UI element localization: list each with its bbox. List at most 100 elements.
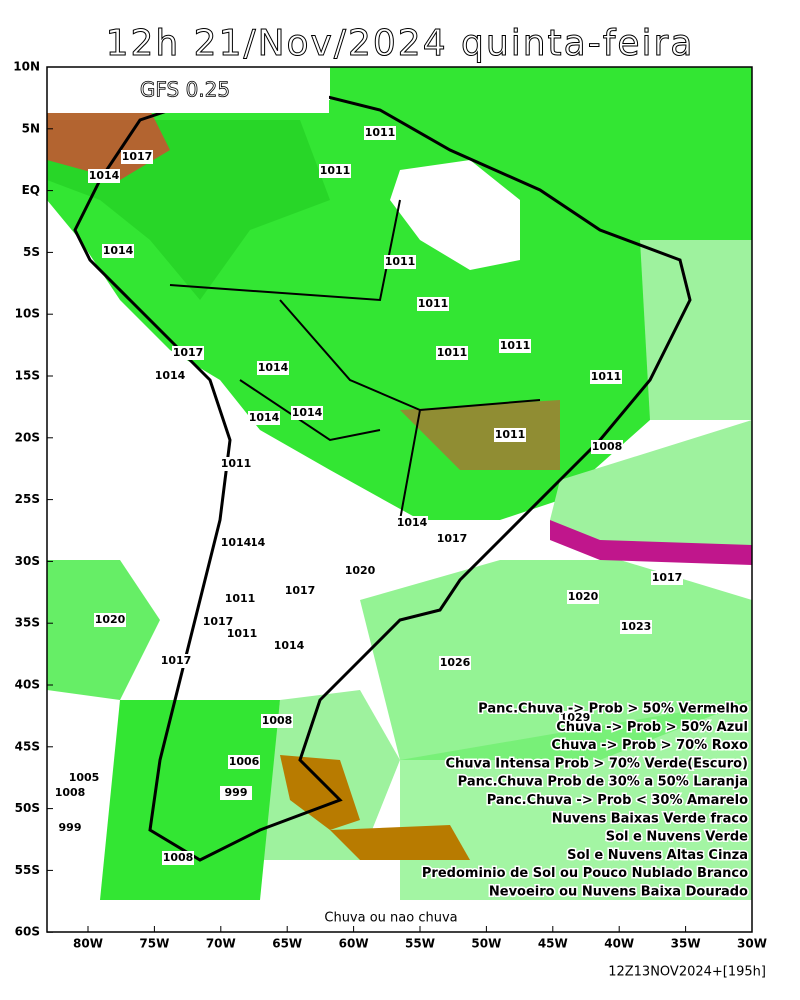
lat-tick-label: 55S: [15, 863, 40, 877]
isobar-label-bg: [494, 428, 526, 442]
isobar-label: 1020: [345, 564, 376, 577]
isobar-label-bg: [172, 346, 204, 360]
isobar-label-bg: [559, 711, 591, 725]
isobar-label-bg: [384, 255, 416, 269]
isobar-label: 1011: [385, 255, 416, 268]
isobar-label-bg: [651, 571, 683, 585]
isobar-label: 1006: [229, 755, 260, 768]
lat-tick-label: 50S: [15, 801, 40, 815]
lon-tick-label: 35W: [671, 937, 701, 951]
legend-entry: Sol e Nuvens Altas Cinza: [567, 848, 748, 863]
isobar-label-bg: [319, 164, 351, 178]
isobar-label-bg: [396, 516, 428, 530]
isobar-label: 999: [59, 821, 82, 834]
lat-tick-label: 5N: [22, 121, 40, 135]
lat-tick-label: EQ: [22, 183, 40, 197]
isobar-label: 1008: [592, 440, 623, 453]
isobar-label: 1017: [122, 150, 153, 163]
legend-entry: Panc.Chuva -> Prob > 50% Vermelho: [478, 702, 748, 717]
isobar-label-bg: [220, 457, 252, 471]
isobar-label: 1014: [397, 516, 428, 529]
lat-tick-label: 20S: [15, 430, 40, 444]
isobar-label-bg: [439, 656, 471, 670]
isobar-label-bg: [436, 532, 468, 546]
isobar-label: 1014: [155, 369, 186, 382]
borders: [169, 199, 541, 521]
isobar-label-bg: [220, 786, 252, 800]
isobar-label-bg: [417, 297, 449, 311]
isobar-label: 1011: [225, 592, 256, 605]
isobar-label-bg: [591, 440, 623, 454]
legend-entry: Sol e Nuvens Verde: [606, 830, 748, 845]
isobar-label: 1014: [249, 411, 280, 424]
lon-tick-label: 50W: [471, 937, 501, 951]
isobar-label: 1011: [418, 297, 449, 310]
isobar-label: 1026: [440, 656, 471, 669]
legend-entry: Panc.Chuva Prob de 30% a 50% Laranja: [458, 775, 748, 790]
caption: Chuva ou nao chuva: [324, 911, 457, 926]
isobar-label-bg: [436, 346, 468, 360]
isobar-label: 1011: [500, 339, 531, 352]
isobar-label-bg: [88, 169, 120, 183]
legend-entry: Nuvens Baixas Verde fraco: [552, 811, 748, 826]
lon-tick-label: 55W: [405, 937, 435, 951]
isobar-label: 1014: [258, 361, 289, 374]
isobar-label-bg: [228, 755, 260, 769]
isobar-label: 1011: [227, 627, 258, 640]
isobar-label: 1014: [103, 244, 134, 257]
isobar-label-bg: [154, 369, 186, 383]
legend-entry: Chuva -> Prob > 50% Azul: [556, 720, 748, 735]
isobar-label: 1017: [437, 532, 468, 545]
legend-entry: Chuva -> Prob > 70% Roxo: [551, 738, 748, 753]
isobar-label-bg: [94, 613, 126, 627]
isobar-label: 1020: [95, 613, 126, 626]
lat-tick-label: 45S: [15, 739, 40, 753]
lon-tick-label: 80W: [73, 937, 103, 951]
lon-tick-label: 60W: [339, 937, 369, 951]
isobar-label: 1011: [365, 126, 396, 139]
lon-tick-label: 30W: [737, 937, 767, 951]
isobar-label: 1014: [89, 169, 120, 182]
isobar-label: 1014: [221, 536, 252, 549]
lon-tick-label: 45W: [538, 937, 568, 951]
lon-tick-label: 70W: [206, 937, 236, 951]
legend-entry: Chuva Intensa Prob > 70% Verde(Escuro): [445, 756, 748, 771]
isobar-label-bg: [121, 150, 153, 164]
isobar-label: 1011: [437, 346, 468, 359]
isobar-label-bg: [102, 244, 134, 258]
isobar-label-bg: [248, 411, 280, 425]
isobar-label-bg: [162, 851, 194, 865]
isobar-label: 1029: [560, 711, 591, 724]
legend-entry: Predominio de Sol ou Pouco Nublado Branc…: [422, 866, 748, 881]
lat-tick-label: 5S: [23, 245, 40, 259]
legend-entry: Nevoeiro ou Nuvens Baixa Dourado: [489, 885, 748, 900]
lat-tick-label: 10N: [13, 60, 40, 74]
isobar-label-bg: [226, 627, 258, 641]
isobar-label-bg: [160, 654, 192, 668]
lat-tick-label: 10S: [15, 307, 40, 321]
weather-fields: [47, 67, 752, 900]
timestamp: 12Z13NOV2024+[195h]: [608, 965, 766, 980]
isobar-label: 1023: [621, 620, 652, 633]
isobar-label: 1017: [173, 346, 204, 359]
lat-tick-label: 25S: [15, 492, 40, 506]
lat-tick-label: 35S: [15, 616, 40, 630]
lon-tick-label: 40W: [604, 937, 634, 951]
isobar-label: 1011: [221, 457, 252, 470]
isobar-label-bg: [590, 370, 622, 384]
isobar-label-bg: [261, 714, 293, 728]
coastline: [73, 88, 692, 862]
lon-tick-label: 65W: [272, 937, 302, 951]
isobar-label: 1017: [652, 571, 683, 584]
isobar-label-bg: [68, 771, 100, 785]
isobar-label-bg: [364, 126, 396, 140]
isobar-label-bg: [499, 339, 531, 353]
isobar-label-bg: [567, 590, 599, 604]
isobar-label: 1014: [274, 639, 305, 652]
isobar-label-bg: [54, 821, 86, 835]
isobar-label-bg: [620, 620, 652, 634]
legend-entry: Panc.Chuva -> Prob < 30% Amarelo: [487, 793, 748, 808]
lat-tick-label: 30S: [15, 554, 40, 568]
isobar-label: 1005: [69, 771, 100, 784]
lat-tick-label: 15S: [15, 369, 40, 383]
